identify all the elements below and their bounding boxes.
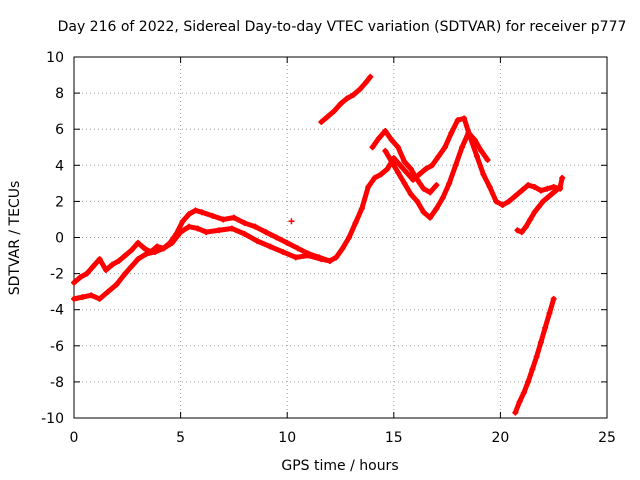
- grid-lines: [74, 57, 607, 418]
- y-tick-label: -4: [50, 303, 64, 319]
- x-tick-label: 10: [278, 430, 296, 446]
- y-axis-label: SDTVAR / TECUs: [7, 181, 23, 296]
- data-trace-segment: [352, 206, 365, 226]
- y-tick-label: -10: [41, 411, 64, 427]
- data-trace-segment: [442, 130, 454, 150]
- y-tick-label: 10: [46, 50, 64, 66]
- x-tick-label: 25: [598, 430, 616, 446]
- data-trace-segment: [395, 144, 407, 165]
- plot-frame: [73, 56, 608, 419]
- y-tick-label: 2: [55, 194, 64, 210]
- data-point: [288, 218, 295, 225]
- data-trace-segment: [468, 135, 480, 159]
- chart-title: Day 216 of 2022, Sidereal Day-to-day VTE…: [58, 19, 627, 35]
- data-trace-segment: [446, 162, 459, 186]
- data-trace-segment: [427, 182, 439, 195]
- y-tick-label: 8: [55, 86, 64, 102]
- x-tick-label: 0: [70, 430, 79, 446]
- plot-border: [73, 56, 608, 419]
- x-tick-label: 15: [385, 430, 403, 446]
- y-tick-label: 6: [55, 122, 64, 138]
- data-trace-segment: [440, 180, 452, 201]
- x-tick-label: 20: [491, 430, 509, 446]
- data-trace-segment: [318, 256, 333, 264]
- data-trace-segment: [487, 184, 499, 204]
- y-tick-label: -2: [50, 267, 64, 283]
- data-trace-segment: [557, 175, 565, 190]
- tick-marks: [73, 56, 608, 419]
- data-trace-segment: [363, 74, 373, 85]
- data-trace-segment: [474, 153, 486, 177]
- x-tick-label: 5: [176, 430, 185, 446]
- y-tick-label: 0: [55, 231, 64, 247]
- data-trace-segment: [359, 184, 371, 212]
- x-axis-label: GPS time / hours: [281, 458, 398, 474]
- y-tick-label: 4: [55, 158, 64, 174]
- y-tick-labels: -10 -8 -6 -4 -2 0 2 4 6 8 10: [41, 50, 64, 427]
- data-trace-segment: [546, 296, 557, 316]
- data-trace-segment: [478, 148, 491, 163]
- data-trace-segment: [453, 144, 465, 168]
- y-tick-label: -8: [50, 375, 64, 391]
- data-trace-segment: [346, 220, 358, 240]
- data-points: [71, 73, 566, 416]
- data-trace-segment: [542, 310, 552, 331]
- data-trace-segment: [538, 325, 548, 345]
- data-trace-segment: [534, 339, 544, 360]
- y-tick-label: -6: [50, 339, 64, 355]
- x-tick-labels: 0 5 10 15 20 25: [70, 430, 616, 446]
